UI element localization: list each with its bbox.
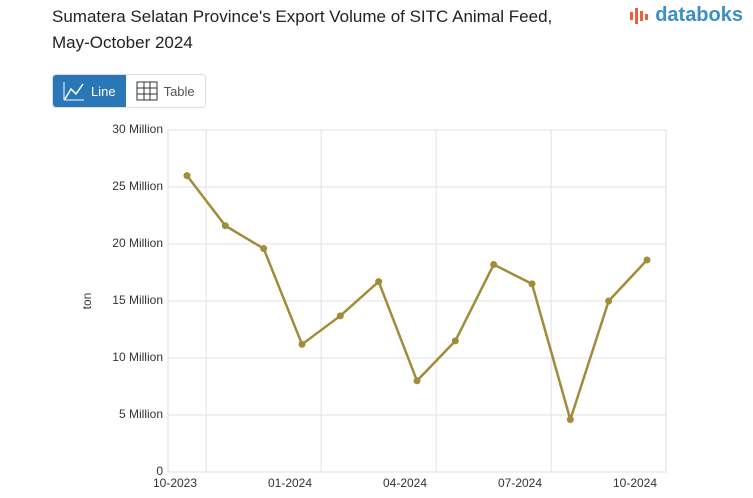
x-tick-label: 01-2024 [268, 476, 312, 490]
y-tick-label: 30 Million [112, 122, 163, 136]
data-point [566, 416, 574, 424]
y-tick-label: 20 Million [112, 236, 163, 250]
y-axis-label: ton [80, 293, 94, 310]
view-toggle: Line Table [52, 74, 206, 108]
data-point [605, 297, 613, 305]
data-point [490, 261, 498, 269]
line-label: Line [91, 83, 116, 99]
x-tick-label: 04-2024 [383, 476, 427, 490]
line-icon [63, 82, 84, 101]
brand-name: databoks [655, 4, 743, 26]
line-button[interactable]: Line [53, 75, 126, 107]
table-button[interactable]: Table [125, 75, 205, 107]
data-point [375, 278, 383, 286]
x-tick-label: 10-2023 [153, 476, 197, 490]
data-point [413, 377, 421, 385]
x-tick-label: 10-2024 [613, 476, 657, 490]
brand-icon [630, 7, 649, 24]
data-point [298, 340, 306, 348]
chart-title: Sumatera Selatan Province's Export Volum… [52, 7, 553, 52]
data-point [183, 172, 191, 180]
data-point [221, 222, 229, 230]
y-tick-label: 15 Million [112, 293, 163, 307]
data-point [451, 337, 459, 345]
table-label: Table [163, 83, 195, 99]
y-tick-label: 0 [156, 464, 163, 478]
brand: databoks [629, 4, 743, 27]
data-point [336, 312, 344, 320]
y-tick-label: 5 Million [119, 407, 163, 421]
x-tick-label: 07-2024 [498, 476, 542, 490]
data-point [643, 256, 651, 264]
data-point [260, 245, 268, 253]
y-tick-label: 10 Million [112, 350, 163, 364]
data-point [528, 280, 536, 288]
y-tick-label: 25 Million [112, 179, 163, 193]
table-icon [136, 81, 158, 101]
